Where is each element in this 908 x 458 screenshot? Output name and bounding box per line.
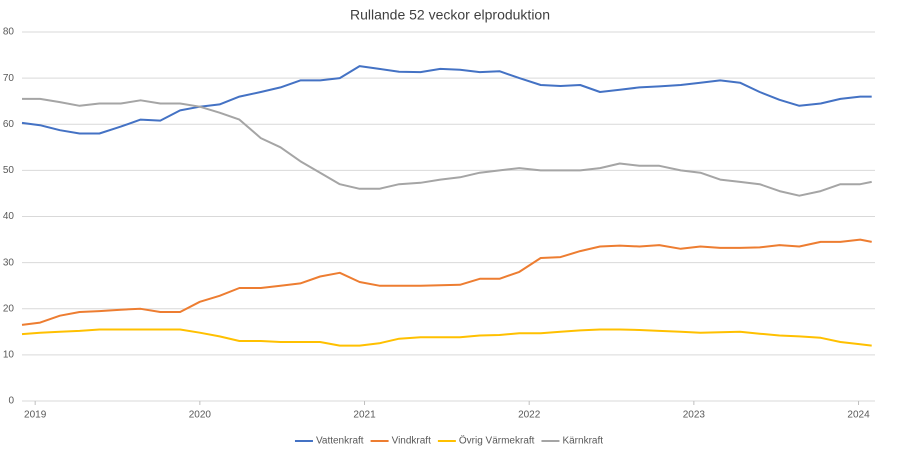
y-tick-label: 50 (3, 165, 15, 176)
y-tick-label: 80 (3, 27, 15, 38)
line-series (22, 97, 872, 197)
x-tick-label: 2020 (189, 410, 212, 421)
line-series (21, 238, 872, 326)
y-tick-label: 0 (8, 396, 14, 407)
y-tick-label: 20 (3, 303, 15, 314)
y-tick-label: 10 (3, 350, 15, 361)
legend-label: Vattenkraft (316, 436, 364, 447)
chart-title: Rullande 52 veckor elproduktion (350, 7, 550, 23)
y-tick-label: 60 (3, 119, 15, 130)
x-tick-label: 2022 (518, 410, 541, 421)
x-tick-label: 2021 (353, 410, 376, 421)
line-series (21, 65, 872, 135)
x-tick-label: 2023 (683, 410, 706, 421)
legend-label: Övrig Värmekraft (459, 435, 535, 447)
legend-label: Vindkraft (392, 436, 432, 447)
line-series (21, 328, 872, 347)
y-tick-label: 70 (3, 73, 15, 84)
y-tick-label: 40 (3, 211, 15, 222)
x-tick-label: 2024 (847, 410, 870, 421)
legend-label: Kärnkraft (562, 436, 603, 447)
x-tick-label: 2019 (24, 410, 47, 421)
y-tick-label: 30 (3, 257, 15, 268)
